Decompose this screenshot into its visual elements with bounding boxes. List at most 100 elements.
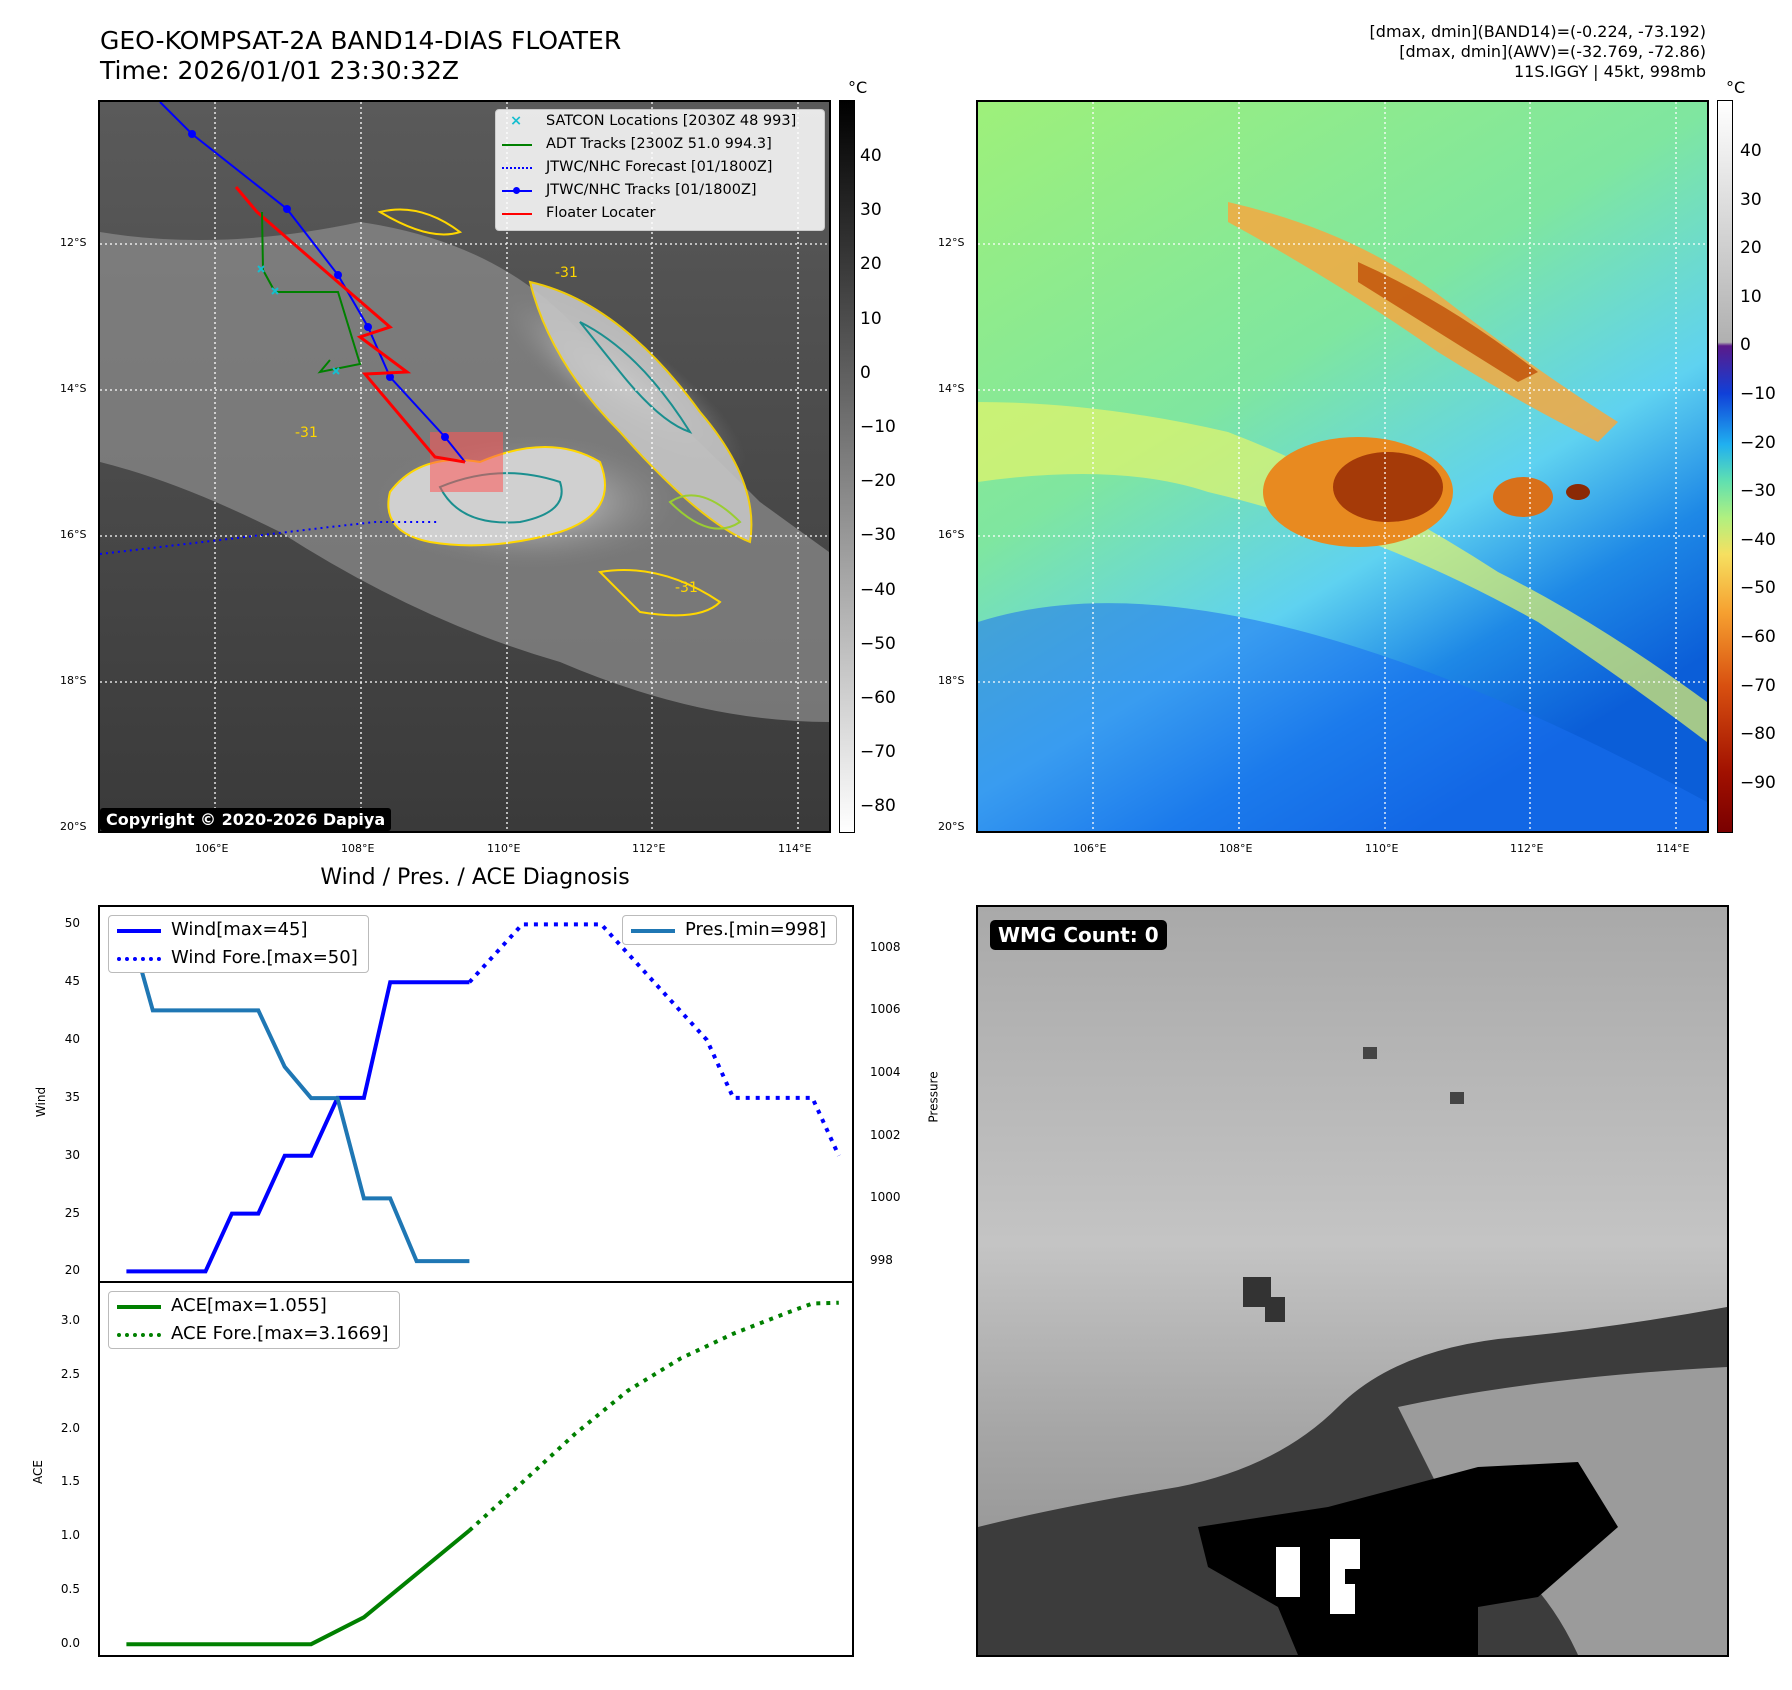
lat-label-14s-right: 14°S bbox=[938, 382, 965, 395]
wmg-pixel-1 bbox=[1363, 1047, 1377, 1059]
gray-colorbar-tick: 20 bbox=[860, 254, 882, 275]
wmg-dark-fleck bbox=[1243, 1277, 1285, 1322]
series-aceline bbox=[126, 1528, 471, 1647]
lon-label-114e: 114°E bbox=[778, 842, 812, 855]
wind-axis-tick: 30 bbox=[64, 1147, 80, 1162]
lon-label-108e-right: 108°E bbox=[1219, 842, 1253, 855]
color-colorbar-tick: −50 bbox=[1740, 578, 1776, 599]
wmg-image bbox=[978, 907, 1727, 1655]
legend-pressure: Pres.[min=998] bbox=[623, 916, 836, 944]
contour-label-1: -31 bbox=[295, 425, 318, 441]
color-colorbar-tick: −90 bbox=[1740, 772, 1776, 793]
contour-band-inner bbox=[579, 321, 693, 434]
gray-colorbar-tick: 10 bbox=[860, 308, 882, 329]
ace-chart-panel bbox=[98, 1281, 854, 1657]
ace-axis-tick: 2.0 bbox=[60, 1420, 80, 1435]
gray-colorbar-tick: 40 bbox=[860, 146, 882, 166]
legend-item-jtwc-tracks: JTWC/NHC Tracks [01/1800Z] bbox=[496, 179, 824, 202]
pressure-axis-tick: 1006 bbox=[870, 1002, 901, 1017]
gray-colorbar-tick: −30 bbox=[860, 525, 896, 546]
lon-label-112e-right: 112°E bbox=[1510, 842, 1544, 855]
ace-axis-tick: 1.0 bbox=[60, 1528, 80, 1543]
gray-colorbar-tick: −60 bbox=[860, 688, 896, 708]
color-colorbar-tick: 20 bbox=[1740, 238, 1762, 259]
time-label: Time: 2026/01/01 23:30:32Z bbox=[100, 56, 459, 85]
legend-ace: ACE[max=1.055] bbox=[109, 1292, 399, 1320]
ir-map-image: -31 -31 -31 bbox=[100, 102, 829, 831]
awv-range: [dmax, dmin](AWV)=(-32.769, -72.86) bbox=[1399, 42, 1706, 61]
series-wind-fore-line bbox=[467, 922, 841, 1157]
gray-colorbar-tick: −50 bbox=[860, 633, 896, 654]
color-map-panel bbox=[976, 100, 1709, 833]
wind-axis-tick: 25 bbox=[64, 1205, 80, 1220]
ace-legend: ACE[max=1.055] ACE Fore.[max=3.1669] bbox=[108, 1291, 400, 1349]
pressure-axis-tick: 998 bbox=[870, 1253, 893, 1268]
gray-colorbar-tick: −70 bbox=[860, 742, 896, 763]
color-colorbar-tick: −80 bbox=[1740, 724, 1776, 745]
legend-item-floater: Floater Locater bbox=[496, 202, 824, 225]
convective-core bbox=[1333, 452, 1443, 522]
wind-axis-tick: 45 bbox=[64, 974, 80, 989]
wmg-black-region bbox=[1198, 1462, 1618, 1655]
legend-wind: Wind[max=45] bbox=[109, 916, 368, 944]
gray-colorbar-tick: −80 bbox=[860, 796, 896, 817]
series-ace-fore-line bbox=[468, 1300, 839, 1532]
lon-label-114e-right: 114°E bbox=[1656, 842, 1690, 855]
wind-legend: Wind[max=45] Wind Fore.[max=50] bbox=[108, 915, 369, 973]
lon-label-106e-right: 106°E bbox=[1073, 842, 1107, 855]
band14-range: [dmax, dmin](BAND14)=(-0.224, -73.192) bbox=[1369, 22, 1706, 41]
pressure-axis-tick: 1000 bbox=[870, 1190, 901, 1205]
floater-locater-line bbox=[234, 186, 466, 464]
ace-axis-tick: 0.5 bbox=[60, 1582, 80, 1597]
lat-label-12s: 12°S bbox=[60, 236, 87, 249]
map-legend: × SATCON Locations [2030Z 48 993] ADT Tr… bbox=[495, 109, 825, 231]
legend-item-satcon: × SATCON Locations [2030Z 48 993] bbox=[510, 113, 797, 129]
color-colorbar-unit: °C bbox=[1726, 78, 1746, 97]
wind-axis-tick: 40 bbox=[64, 1032, 80, 1047]
lat-label-20s: 20°S bbox=[60, 820, 87, 833]
ir-map-panel: -31 -31 -31 bbox=[98, 100, 831, 833]
wmg-panel bbox=[976, 905, 1729, 1657]
gray-colorbar-tick: −10 bbox=[860, 417, 896, 437]
lon-label-112e: 112°E bbox=[632, 842, 666, 855]
color-colorbar-tick: 0 bbox=[1740, 335, 1751, 356]
storm-info: 11S.IGGY | 45kt, 998mb bbox=[1513, 62, 1706, 81]
color-colorbar-tick: 10 bbox=[1740, 286, 1762, 307]
wind-axis-tick: 20 bbox=[64, 1263, 80, 1278]
color-colorbar-tick: −70 bbox=[1740, 675, 1776, 696]
clear-sky-region bbox=[978, 603, 1707, 831]
gray-colorbar-tick: −40 bbox=[860, 579, 896, 600]
satcon-markers bbox=[257, 265, 340, 375]
color-colorbar bbox=[1717, 100, 1733, 833]
diagnosis-title: Wind / Pres. / ACE Diagnosis bbox=[320, 865, 630, 890]
pressure-legend: Pres.[min=998] bbox=[622, 915, 838, 945]
jtwc-track-points bbox=[188, 130, 449, 441]
contour-band bbox=[528, 280, 753, 544]
lat-label-18s: 18°S bbox=[60, 674, 87, 687]
pressure-axis-tick: 1008 bbox=[870, 939, 901, 954]
gray-colorbar bbox=[839, 100, 855, 833]
lon-label-110e-right: 110°E bbox=[1365, 842, 1399, 855]
floater-box bbox=[430, 432, 503, 492]
color-colorbar-tick: −30 bbox=[1740, 481, 1776, 502]
lat-label-16s: 16°S bbox=[60, 528, 87, 541]
ace-chart bbox=[126, 1300, 839, 1647]
lon-label-106e: 106°E bbox=[195, 842, 229, 855]
gray-colorbar-tick: −20 bbox=[860, 471, 896, 492]
convective-cell-east bbox=[1493, 477, 1553, 517]
legend-ace-forecast: ACE Fore.[max=3.1669] bbox=[109, 1320, 399, 1348]
pressure-axis-tick: 1002 bbox=[870, 1127, 901, 1142]
gray-colorbar-unit: °C bbox=[848, 78, 868, 97]
color-colorbar-tick: 30 bbox=[1740, 189, 1762, 210]
color-colorbar-tick: 40 bbox=[1740, 141, 1762, 161]
color-map-grid bbox=[978, 102, 1707, 831]
gray-colorbar-tick: 30 bbox=[860, 200, 882, 221]
lat-label-14s: 14°S bbox=[60, 382, 87, 395]
color-colorbar-tick: −20 bbox=[1740, 432, 1776, 453]
ace-axis-label: ACE bbox=[30, 1460, 45, 1484]
lon-label-108e: 108°E bbox=[341, 842, 375, 855]
lat-label-18s-right: 18°S bbox=[938, 674, 965, 687]
wind-axis-tick: 35 bbox=[64, 1089, 80, 1104]
wmg-pixel-2 bbox=[1450, 1092, 1464, 1104]
cold-band-core bbox=[1358, 262, 1538, 382]
